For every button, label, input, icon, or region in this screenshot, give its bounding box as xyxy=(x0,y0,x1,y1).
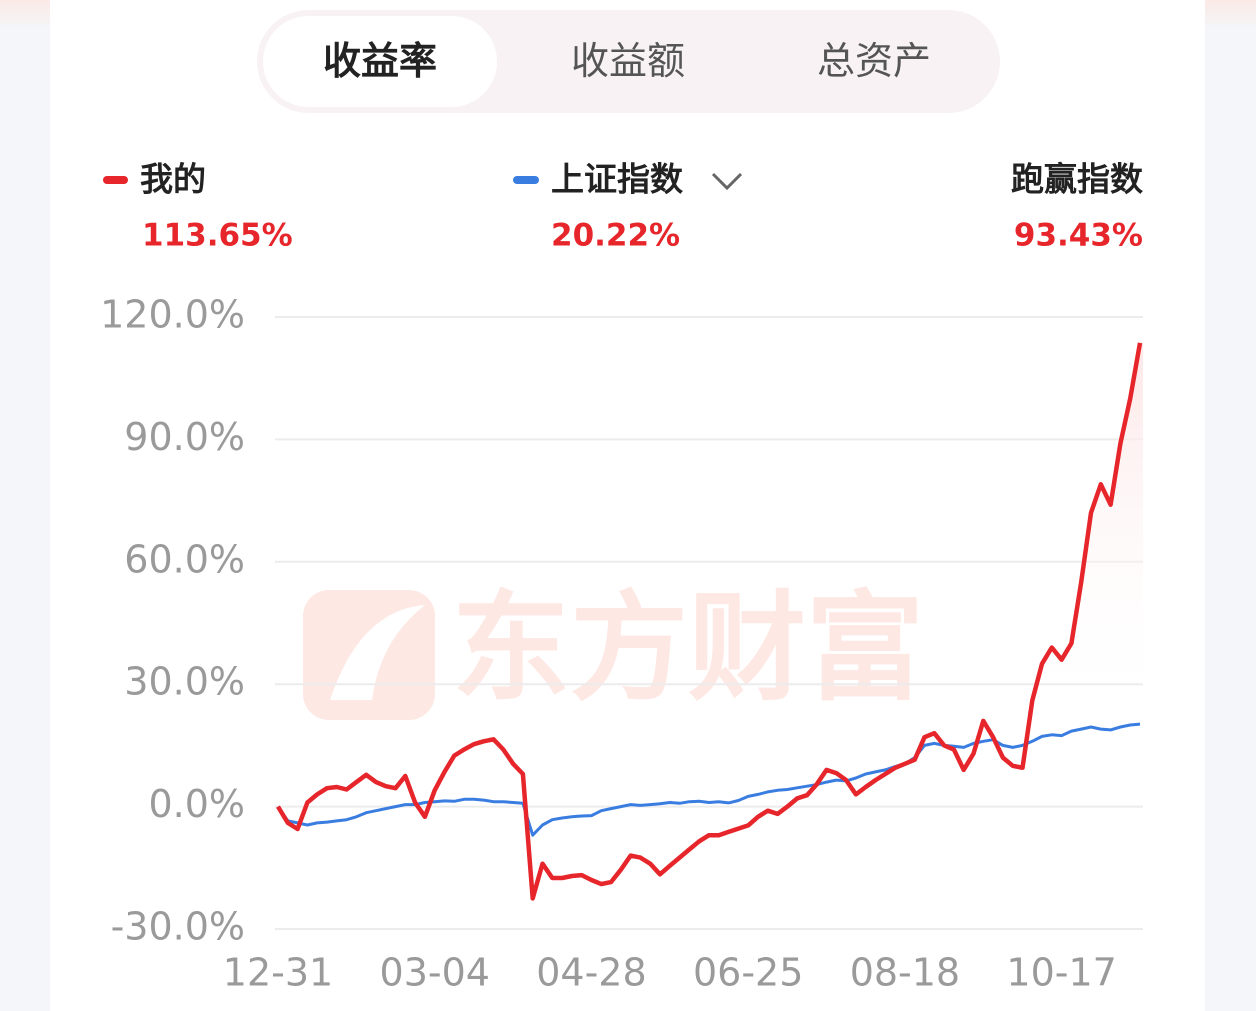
legend-value: 113.65% xyxy=(142,218,293,254)
legend-value: 20.22% xyxy=(551,218,680,254)
dropdown-icon[interactable] xyxy=(711,172,743,191)
watermark: 东方财富 xyxy=(303,579,924,720)
tab[interactable]: 收益额 xyxy=(570,39,685,83)
y-tick-label: 60.0% xyxy=(124,537,245,581)
y-tick-label: 90.0% xyxy=(124,415,245,459)
legend-label: 我的 xyxy=(140,160,206,199)
tab-bar: 收益率 收益额 总资产 xyxy=(257,10,1000,113)
card xyxy=(50,0,1205,1011)
watermark-text: 东方财富 xyxy=(452,579,924,717)
series-line xyxy=(276,342,1143,901)
tab[interactable]: 总资产 xyxy=(816,39,931,83)
legend-swatch xyxy=(103,176,128,184)
corner xyxy=(0,0,50,30)
legend-swatch xyxy=(513,176,539,184)
watermark-logo-mark xyxy=(330,605,425,700)
corner xyxy=(1205,0,1256,30)
tab[interactable]: 收益率 xyxy=(263,16,497,107)
area-highlight xyxy=(1032,342,1143,720)
x-tick-label: 03-04 xyxy=(380,951,490,995)
y-tick-label: -30.0% xyxy=(111,905,245,949)
x-tick-label: 08-18 xyxy=(850,951,960,995)
legend-label[interactable]: 上证指数 xyxy=(551,160,684,199)
y-tick-label: 120.0% xyxy=(100,293,245,337)
x-tick-label: 04-28 xyxy=(536,951,646,995)
x-tick-label: 12-31 xyxy=(223,951,333,995)
y-tick-label: 0.0% xyxy=(148,782,245,826)
x-tick-label: 10-17 xyxy=(1006,951,1116,995)
x-tick-label: 06-25 xyxy=(693,951,803,995)
outperform-label: 跑赢指数 xyxy=(1011,160,1144,199)
y-tick-label: 30.0% xyxy=(124,660,245,704)
outperform-value: 93.43% xyxy=(1014,218,1143,254)
